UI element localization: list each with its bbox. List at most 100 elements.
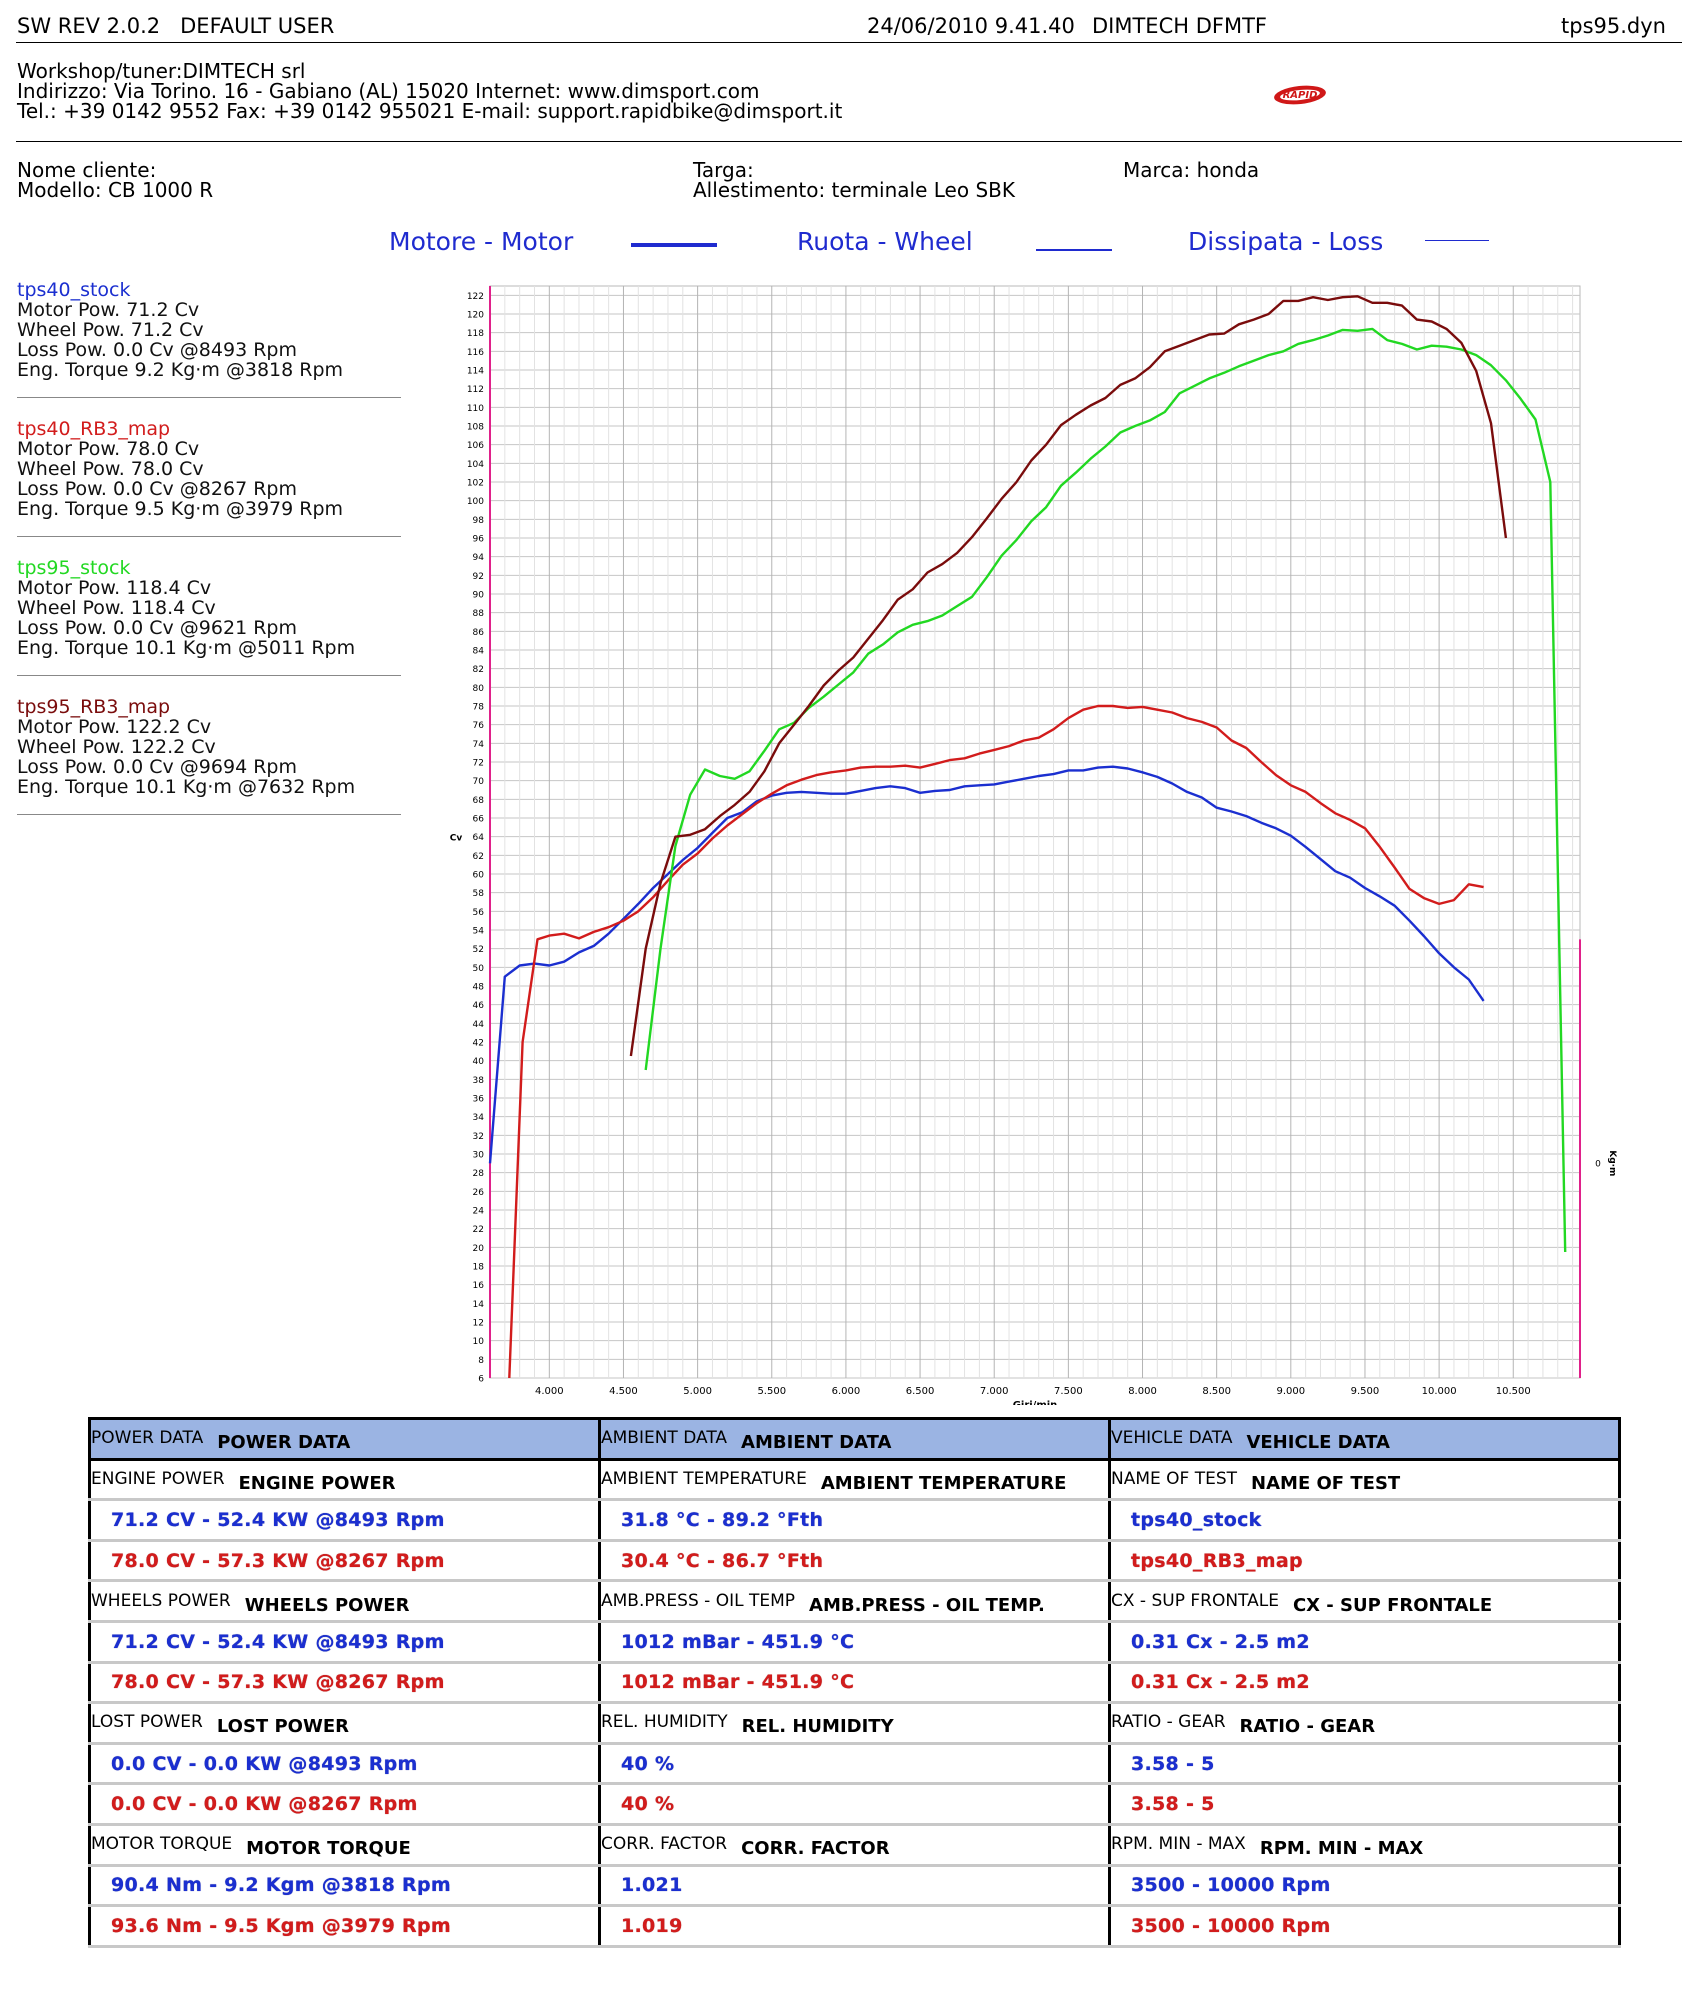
- run-name: tps95_stock: [17, 557, 131, 579]
- run-summary-tps40-stock: tps40_stock Motor Pow. 71.2 Cv Wheel Pow…: [17, 280, 417, 380]
- y-tick-label: 122: [467, 292, 484, 302]
- cell-caption-bold: CX - SUP FRONTALE: [1292, 1594, 1493, 1616]
- table-cell: 71.2 CV - 52.4 KW @8493 Rpm: [88, 1621, 600, 1664]
- y-tick-label: 32: [473, 1132, 484, 1142]
- y-tick-label: 62: [473, 852, 484, 862]
- y-tick-label: 28: [473, 1169, 485, 1179]
- y-tick-label: 72: [473, 759, 484, 769]
- run-engine-torque: Eng. Torque 10.1 Kg·m @5011 Rpm: [17, 637, 356, 659]
- table-row: 90.4 Nm - 9.2 Kgm @3818 Rpm 1.021 3500 - 1…: [88, 1865, 1620, 1908]
- x-tick-label: 10.000: [1422, 1386, 1457, 1397]
- table-cell: 3500 - 10000 Rpm: [1108, 1865, 1620, 1908]
- table-cell: 90.4 Nm - 9.2 Kgm @3818 Rpm: [88, 1865, 600, 1908]
- table-cell: 3.58 - 5: [1108, 1783, 1620, 1826]
- cell-caption: POWER DATA: [91, 1428, 204, 1449]
- y-tick-label: 38: [473, 1076, 485, 1086]
- y-tick-label: 70: [473, 777, 485, 787]
- cell-caption-bold: LOST POWER: [216, 1716, 349, 1738]
- run-separator: [17, 814, 401, 815]
- x-tick-label: 8.500: [1202, 1386, 1231, 1397]
- cell-value: 40 %: [621, 1752, 675, 1775]
- y-tick-label: 10: [473, 1337, 485, 1347]
- y-tick-label: 74: [473, 740, 485, 750]
- cell-value: 90.4 Nm - 9.2 Kgm @3818 Rpm: [111, 1874, 451, 1897]
- run-name: tps95_RB3_map: [17, 696, 171, 718]
- y-tick-label: 14: [473, 1300, 485, 1310]
- y-tick-label: 120: [467, 311, 484, 321]
- y-tick-label: 34: [473, 1113, 485, 1123]
- table-cell: 1.021: [598, 1865, 1110, 1908]
- cell-value: 3500 - 10000 Rpm: [1131, 1874, 1331, 1897]
- table-cell: 1012 mBar - 451.9 °C: [598, 1621, 1110, 1664]
- y-tick-label: 108: [467, 423, 484, 433]
- file-name: tps95.dyn: [1561, 14, 1666, 38]
- table-cell: RATIO - GEAR RATIO - GEAR: [1108, 1702, 1620, 1745]
- table-cell: 3500 - 10000 Rpm: [1108, 1905, 1620, 1948]
- x-axis-label: Giri/min: [1013, 1400, 1058, 1405]
- x-tick-label: 6.500: [906, 1386, 935, 1397]
- legend-motor: Motore - Motor: [389, 227, 574, 256]
- table-cell: 31.8 °C - 89.2 °Fth: [598, 1499, 1110, 1542]
- y-tick-label: 46: [473, 1001, 485, 1011]
- table-cell: 78.0 CV - 57.3 KW @8267 Rpm: [88, 1540, 600, 1583]
- table-cell: 93.6 Nm - 9.5 Kgm @3979 Rpm: [88, 1905, 600, 1948]
- table-cell: tps40_RB3_map: [1108, 1540, 1620, 1583]
- x-tick-label: 4.000: [535, 1386, 564, 1397]
- y-tick-label: 52: [473, 945, 484, 955]
- y-tick-label: 68: [473, 796, 485, 806]
- cell-caption-bold: RPM. MIN - MAX: [1259, 1838, 1424, 1860]
- rapid-logo: RAPID: [1262, 64, 1327, 105]
- x-tick-label: 9.000: [1276, 1386, 1305, 1397]
- header-rule: [16, 42, 1682, 43]
- cell-value: 40 %: [621, 1793, 675, 1816]
- cell-caption: RPM. MIN - MAX: [1111, 1834, 1246, 1855]
- brand: Marca: honda: [1123, 158, 1260, 182]
- run-wheel-power: Wheel Pow. 122.2 Cv: [17, 736, 216, 758]
- series-line-tps40_stock: [488, 765, 1485, 1164]
- y-tick-label: 66: [473, 815, 485, 825]
- table-cell: 0.0 CV - 0.0 KW @8267 Rpm: [88, 1783, 600, 1826]
- cell-caption-bold: MOTOR TORQUE: [246, 1838, 411, 1860]
- cell-value: 0.31 Cx - 2.5 m2: [1131, 1671, 1310, 1694]
- table-cell: 78.0 CV - 57.3 KW @8267 Rpm: [88, 1662, 600, 1705]
- y-tick-label: 102: [467, 479, 484, 489]
- x-tick-label: 8.000: [1128, 1386, 1157, 1397]
- table-row: 93.6 Nm - 9.5 Kgm @3979 Rpm 1.019 3500 - 1…: [88, 1905, 1620, 1948]
- cell-caption: WHEELS POWER: [91, 1590, 231, 1611]
- y-tick-label: 104: [467, 460, 484, 470]
- table-header-row: POWER DATA POWER DATA AMBIENT DATA AMBIENT …: [88, 1418, 1620, 1461]
- cell-caption: AMBIENT TEMPERATURE: [601, 1468, 807, 1489]
- y-tick-label: 48: [473, 983, 485, 993]
- test-datetime: 24/06/2010 9.41.40: [867, 14, 1075, 38]
- cell-value: 3.58 - 5: [1131, 1793, 1215, 1816]
- table-row: 71.2 CV - 52.4 KW @8493 Rpm 31.8 °C - 89.…: [88, 1499, 1620, 1542]
- cell-caption: REL. HUMIDITY: [601, 1712, 728, 1733]
- y-tick-label: 76: [473, 721, 485, 731]
- y-tick-label: 56: [473, 908, 485, 918]
- cell-caption: LOST POWER: [91, 1712, 203, 1733]
- table-cell: 40 %: [598, 1743, 1110, 1786]
- logo-text: RAPID: [1283, 90, 1318, 101]
- cell-caption: RATIO - GEAR: [1111, 1712, 1226, 1733]
- table-cell: VEHICLE DATA VEHICLE DATA: [1108, 1418, 1620, 1461]
- cell-value: tps40_stock: [1131, 1508, 1262, 1531]
- table-cell: CORR. FACTOR CORR. FACTOR: [598, 1824, 1110, 1867]
- cell-caption-bold: AMBIENT TEMPERATURE: [820, 1472, 1067, 1494]
- run-motor-power: Motor Pow. 71.2 Cv: [17, 299, 200, 321]
- x-tick-label: 7.500: [1054, 1386, 1083, 1397]
- run-separator: [17, 397, 401, 398]
- y-tick-label: 88: [473, 609, 485, 619]
- y-tick-label: 24: [473, 1207, 485, 1217]
- y2-tick-label: 0: [1595, 1159, 1601, 1169]
- legend-wheel: Ruota - Wheel: [797, 227, 973, 256]
- cell-value: 71.2 CV - 52.4 KW @8493 Rpm: [111, 1630, 445, 1653]
- y-tick-label: 50: [473, 964, 485, 974]
- legend-loss-line: [1425, 240, 1489, 241]
- y-tick-label: 18: [473, 1263, 485, 1273]
- y-tick-label: 114: [467, 367, 484, 377]
- y-tick-label: 60: [473, 871, 485, 881]
- table-cell: 1.019: [598, 1905, 1110, 1948]
- y-tick-label: 36: [473, 1095, 485, 1105]
- y-tick-label: 106: [467, 441, 484, 451]
- table-cell: 0.31 Cx - 2.5 m2: [1108, 1662, 1620, 1705]
